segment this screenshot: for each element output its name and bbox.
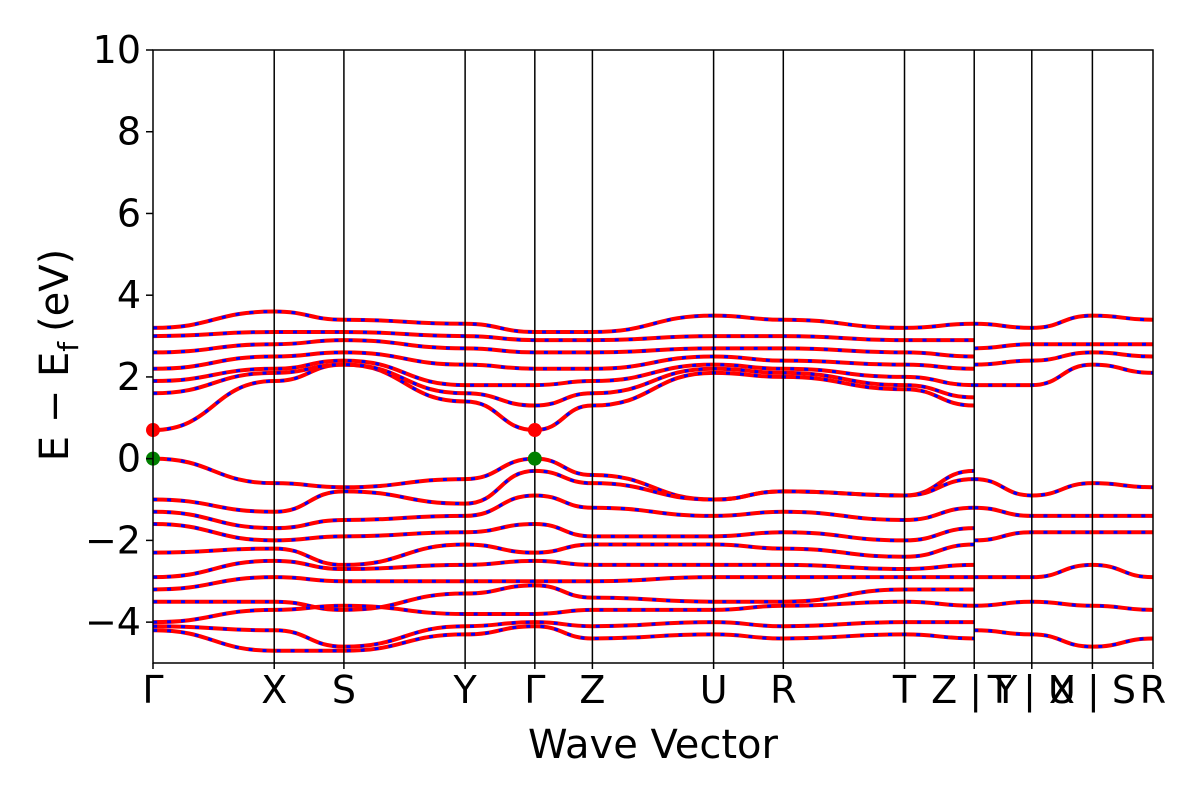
y-tick-label: 2 bbox=[117, 355, 141, 399]
y-axis-title-unit: (eV) bbox=[32, 249, 78, 332]
band-line-spin-up bbox=[974, 362, 1154, 388]
band-line-spin-down bbox=[152, 338, 975, 358]
plot-frame bbox=[152, 49, 1154, 664]
band-line-spin-down bbox=[974, 314, 1154, 330]
y-tick-label: 0 bbox=[117, 437, 141, 481]
kpoint-lines bbox=[273, 50, 1094, 663]
band-line-spin-up bbox=[152, 350, 975, 371]
x-tick-label: T bbox=[892, 668, 917, 712]
band-line-spin-up bbox=[974, 350, 1154, 367]
x-tick-label: Y bbox=[453, 668, 478, 712]
band-line-spin-down bbox=[152, 363, 975, 408]
band-line-spin-down bbox=[152, 363, 975, 432]
band-line-spin-up bbox=[153, 583, 975, 612]
band-line-spin-down bbox=[974, 628, 1154, 649]
bands-layer bbox=[152, 309, 1154, 653]
x-tick-label: Γ bbox=[142, 668, 163, 712]
band-line-spin-up bbox=[152, 620, 975, 649]
band-edge-marker bbox=[527, 423, 542, 438]
x-tick-label: Γ bbox=[524, 668, 545, 712]
band-line-spin-down bbox=[974, 530, 1154, 542]
y-tick-label: −2 bbox=[85, 518, 141, 562]
band-line-spin-down bbox=[974, 506, 1153, 518]
band-line-spin-down bbox=[152, 330, 975, 342]
band-line-spin-up bbox=[974, 342, 1153, 351]
x-tick-label: Z bbox=[579, 668, 605, 712]
x-tick-label: X | S bbox=[1049, 668, 1136, 713]
band-line-spin-down bbox=[974, 563, 1154, 579]
y-tick-label: 6 bbox=[117, 191, 141, 235]
band-line-spin-down bbox=[974, 477, 1154, 497]
y-axis-title: E − Ef (eV) bbox=[32, 249, 85, 462]
x-tick-label: R bbox=[770, 668, 796, 712]
x-tick-label: S bbox=[332, 668, 356, 712]
band-line-spin-down bbox=[974, 342, 1153, 350]
band-line-spin-down bbox=[152, 493, 975, 530]
band-line-spin-up bbox=[974, 599, 1154, 612]
band-line-spin-down bbox=[974, 600, 1154, 612]
band-line-spin-up bbox=[152, 575, 975, 592]
x-tick-label: X bbox=[261, 668, 287, 712]
x-axis-title: Wave Vector bbox=[528, 722, 779, 768]
band-line-spin-up bbox=[974, 505, 1153, 518]
band-edge-marker bbox=[527, 451, 542, 466]
band-line-spin-down bbox=[974, 363, 1154, 387]
y-tick-label: 8 bbox=[117, 110, 141, 154]
band-line-spin-down bbox=[152, 457, 975, 502]
band-line-spin-down bbox=[153, 583, 975, 612]
x-tick-label: R bbox=[1140, 668, 1166, 712]
x-tick-label: Z | Y bbox=[931, 668, 1018, 713]
band-line-spin-up bbox=[152, 624, 975, 653]
band-line-spin-up bbox=[152, 522, 975, 543]
band-line-spin-up bbox=[974, 313, 1154, 330]
y-axis-title-main: E − E bbox=[32, 352, 78, 462]
y-tick-label: 4 bbox=[117, 273, 141, 317]
y-axis: −4 −2 0 2 4 6 8 10 bbox=[85, 28, 153, 644]
x-tick-label: U bbox=[700, 668, 728, 712]
band-line-spin-up bbox=[152, 542, 975, 567]
band-line-spin-up bbox=[152, 358, 975, 388]
band-line-spin-up bbox=[974, 628, 1154, 649]
band-line-spin-up bbox=[152, 309, 975, 334]
y-axis-title-subscript: f bbox=[52, 341, 85, 352]
y-tick-label: −4 bbox=[85, 600, 141, 644]
band-line-spin-up bbox=[152, 338, 975, 359]
band-line-spin-up bbox=[974, 530, 1154, 543]
band-line-spin-down bbox=[152, 469, 975, 514]
band-line-spin-down bbox=[152, 310, 975, 334]
band-line-spin-up bbox=[152, 599, 975, 625]
band-line-spin-down bbox=[152, 575, 975, 591]
y-tick-label: 10 bbox=[93, 28, 141, 72]
x-tick-label: T | U bbox=[987, 668, 1076, 713]
band-line-spin-up bbox=[152, 558, 975, 580]
band-line-spin-up bbox=[152, 468, 975, 514]
band-line-spin-down bbox=[974, 350, 1154, 367]
